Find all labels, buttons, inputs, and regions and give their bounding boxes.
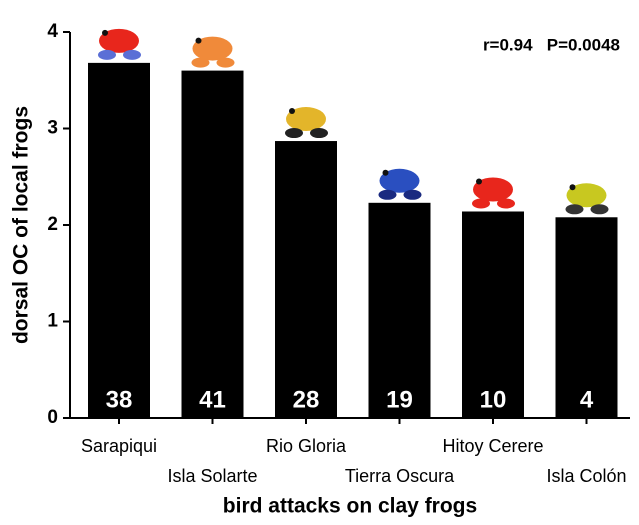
frog-eye <box>196 38 202 44</box>
frog-leg <box>217 58 235 68</box>
annotation: r=0.94 P=0.0048 <box>483 35 620 54</box>
frog-leg <box>123 50 141 60</box>
x-tick-label: Isla Colón <box>546 466 626 486</box>
frog-eye <box>476 178 482 184</box>
frog-leg <box>285 128 303 138</box>
frog-leg <box>192 58 210 68</box>
value-label: 10 <box>480 386 507 413</box>
x-tick-label: Sarapiqui <box>81 436 157 456</box>
frog-leg <box>98 50 116 60</box>
x-tick-label: Hitoy Cerere <box>442 436 543 456</box>
y-tick-label: 0 <box>47 407 58 428</box>
y-tick-label: 2 <box>47 214 58 235</box>
bar <box>88 63 150 418</box>
frog-leg <box>310 128 328 138</box>
bar <box>182 71 244 418</box>
x-axis-title: bird attacks on clay frogs <box>223 495 477 518</box>
frog-eye <box>289 108 295 114</box>
value-label: 28 <box>293 386 320 413</box>
value-label: 38 <box>106 386 133 413</box>
frog-leg <box>379 190 397 200</box>
value-label: 4 <box>580 386 594 413</box>
bar <box>275 141 337 418</box>
frog-leg <box>404 190 422 200</box>
frog-leg <box>497 198 515 208</box>
value-label: 41 <box>199 386 226 413</box>
frog-eye <box>570 184 576 190</box>
value-label: 19 <box>386 386 413 413</box>
x-tick-label: Tierra Oscura <box>345 466 455 486</box>
chart: bird attacks on clay frogs dorsal OC of … <box>0 0 639 525</box>
frog-leg <box>566 204 584 214</box>
x-tick-label: Isla Solarte <box>167 466 257 486</box>
x-tick-label: Rio Gloria <box>266 436 347 456</box>
y-tick-label: 4 <box>47 21 58 42</box>
y-tick-label: 1 <box>47 311 58 332</box>
y-axis-title: dorsal OC of local frogs <box>10 106 33 344</box>
frog-eye <box>383 170 389 176</box>
frog-eye <box>102 30 108 36</box>
frog-leg <box>591 204 609 214</box>
frog-leg <box>472 198 490 208</box>
y-tick-label: 3 <box>47 118 58 139</box>
